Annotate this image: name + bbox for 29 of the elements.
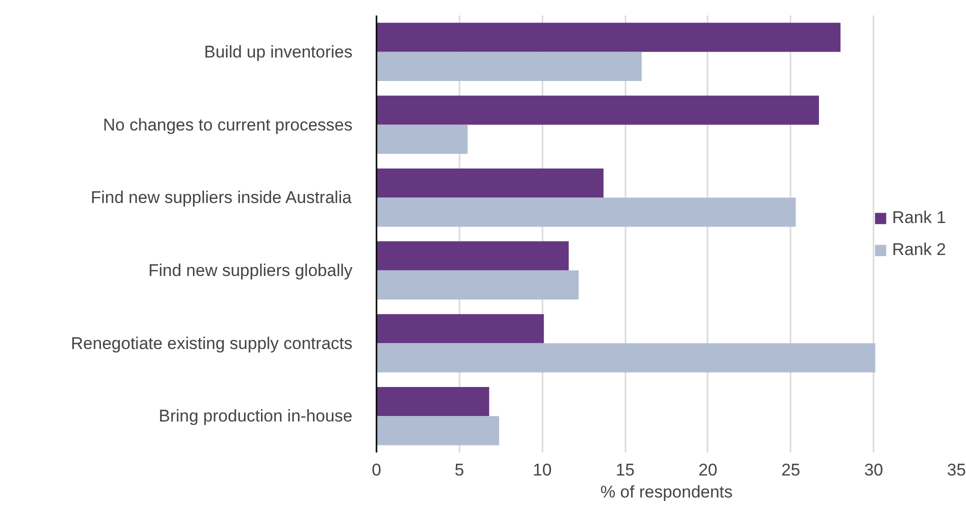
y-tick-label: Find new suppliers globally: [148, 260, 353, 280]
x-tick-label: 15: [616, 460, 635, 480]
legend-label: Rank 2: [892, 240, 946, 260]
x-tick-label: 30: [864, 460, 884, 480]
bar: [376, 22, 840, 52]
x-tick-label: 20: [698, 460, 718, 480]
bar: [376, 416, 500, 446]
y-tick-label: Build up inventories: [204, 42, 353, 62]
bar: [376, 198, 796, 227]
x-tick-label: 35: [947, 460, 966, 480]
bar: [376, 124, 468, 154]
x-tick-label: 5: [454, 460, 464, 480]
y-tick-label: Find new suppliers inside Australia: [90, 188, 352, 208]
y-tick-label: Renegotiate existing supply contracts: [70, 334, 353, 353]
x-tick-label: 0: [372, 460, 382, 480]
bar: [376, 270, 579, 300]
bar: [376, 386, 490, 416]
legend-label: Rank 1: [892, 208, 946, 228]
y-tick-label: No changes to current processes: [103, 115, 353, 134]
bar: [376, 314, 544, 344]
y-tick-label: Bring production in-house: [158, 406, 352, 426]
bar: [376, 241, 569, 270]
bar: [376, 343, 876, 372]
x-tick-label: 10: [532, 460, 552, 480]
bar: [376, 52, 642, 82]
bar: [376, 96, 819, 125]
x-tick-label: 25: [781, 460, 800, 480]
bar: [376, 168, 604, 198]
x-axis-title: % of respondents: [600, 482, 733, 502]
